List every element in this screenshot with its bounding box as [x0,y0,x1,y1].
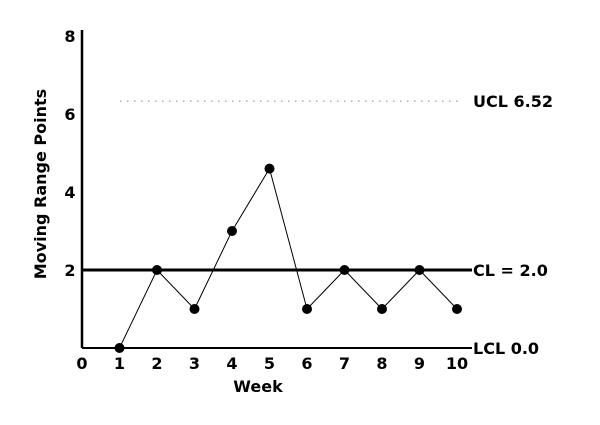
y-tick-label: 8 [64,27,75,46]
x-tick-label: 5 [264,354,275,373]
x-tick-label: 10 [446,354,468,373]
reference-lines: UCL 6.52 CL = 2.0 LCL 0.0 [82,92,553,358]
x-tick-label: 7 [339,354,350,373]
x-tick-label: 8 [376,354,387,373]
data-point [339,265,350,275]
series-line [119,167,458,349]
x-tick-label: 6 [301,354,312,373]
data-point [152,265,162,275]
x-tick-label: 1 [114,354,125,373]
ucl-label: UCL 6.52 [473,92,553,111]
data-point [452,304,462,314]
x-tick-label: 9 [414,354,425,373]
x-tick-label: 4 [226,354,237,373]
x-tick-label: 0 [76,354,87,373]
data-series [114,163,462,353]
data-point [227,226,237,236]
x-tick-label: 3 [189,354,200,373]
data-point [377,304,387,314]
axes [80,30,472,349]
x-tick-label: 2 [151,354,162,373]
y-tick-label: 4 [64,183,75,202]
data-point [264,163,275,174]
data-point [414,265,425,275]
y-tick-label: 2 [64,261,75,280]
lcl-label: LCL 0.0 [473,339,539,358]
y-axis-title: Moving Range Points [31,89,50,279]
data-point [302,304,312,314]
x-axis-title: Week [233,377,283,396]
tick-labels: 0 1 2 3 4 5 6 7 8 9 10 2 4 6 8 [64,27,468,373]
cl-label: CL = 2.0 [473,261,548,280]
data-point [189,304,200,314]
data-point [114,343,125,353]
y-tick-label: 6 [64,105,75,124]
